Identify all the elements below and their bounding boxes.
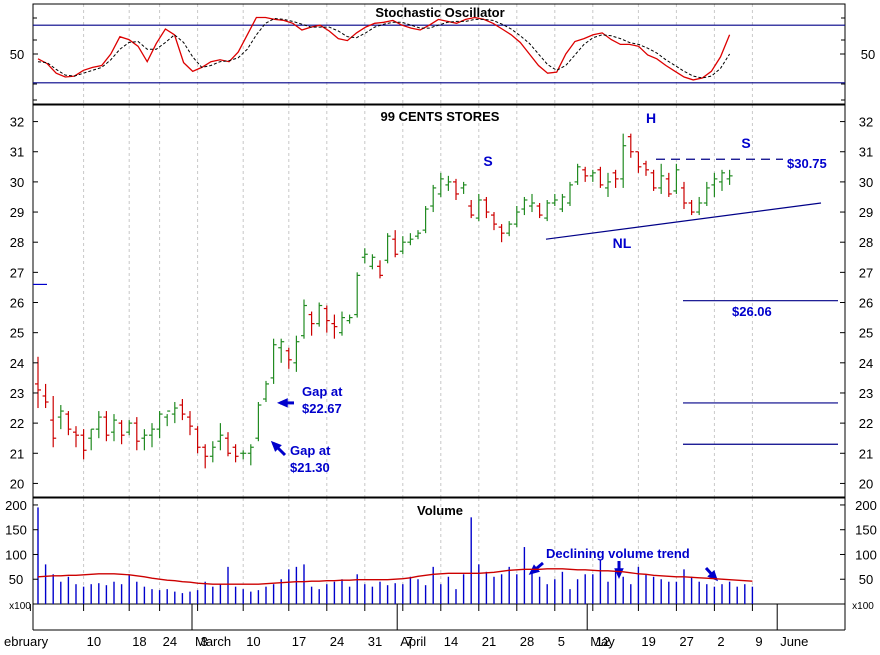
volume-unit-label-right: x100 (852, 601, 874, 612)
price-panel (33, 133, 838, 469)
x-tick-label: 12 (596, 634, 610, 649)
volume-unit-label: x100 (9, 601, 31, 612)
volume-trend-label: Declining volume trend (546, 546, 690, 561)
x-tick-label: 14 (444, 634, 458, 649)
x-tick-label: 21 (482, 634, 496, 649)
month-label: May (590, 634, 615, 649)
x-tick-label: 17 (292, 634, 306, 649)
gap1-label-line2: $21.30 (290, 460, 330, 475)
volume-tick-left: 50 (9, 572, 23, 587)
price-tick-left: 29 (10, 205, 24, 220)
price-tick-right: 30 (859, 175, 873, 190)
stochastic-tick-right: 50 (861, 47, 875, 62)
stochastic-panel (33, 16, 845, 84)
stochastic-title: Stochastic Oscillator (375, 5, 504, 20)
volume-frame (32, 497, 846, 605)
x-tick-label: ebruary (4, 634, 49, 649)
x-tick-label: 9 (755, 634, 762, 649)
axes: ebruary 10 18 24 3 10 17 24 31 7 14 21 28 5 12 19 27 2 9Ma… (4, 17, 877, 649)
volume-tick-right: 50 (859, 572, 873, 587)
month-label: March (195, 634, 231, 649)
neckline (545, 202, 822, 240)
gap1-label-line1: Gap at (290, 443, 331, 458)
price-tick-right: 20 (859, 476, 873, 491)
volume-tick-left: 100 (5, 547, 27, 562)
x-tick-label: 10 (87, 634, 101, 649)
x-tick-label: 3 (201, 634, 208, 649)
x-tick-label: 24 (330, 634, 344, 649)
price-tick-right: 32 (859, 115, 873, 130)
price-tick-right: 27 (859, 265, 873, 280)
volume-title: Volume (417, 503, 463, 518)
month-label: April (400, 634, 426, 649)
price-tick-right: 23 (859, 386, 873, 401)
x-tick-label: 27 (679, 634, 693, 649)
price-tick-left: 25 (10, 326, 24, 341)
price-chart-title: 99 CENTS STORES (381, 109, 500, 124)
x-tick-label: 19 (641, 634, 655, 649)
price-tick-left: 30 (10, 175, 24, 190)
volume-moving-average (37, 568, 753, 585)
x-tick-label: 5 (558, 634, 565, 649)
volume-tick-right: 200 (855, 498, 877, 513)
head-label: H (646, 110, 656, 126)
price-tick-right: 31 (859, 145, 873, 160)
volume-panel (37, 507, 754, 604)
price-tick-right: 29 (859, 205, 873, 220)
price-tick-right: 22 (859, 416, 873, 431)
price-tick-left: 31 (10, 145, 24, 160)
gap2-arrow-head (277, 398, 288, 408)
volume-tick-right: 150 (855, 523, 877, 538)
right-shoulder-label: S (741, 135, 750, 151)
price-tick-left: 21 (10, 446, 24, 461)
price-tick-right: 24 (859, 356, 873, 371)
price-tick-left: 32 (10, 115, 24, 130)
price-tick-left: 24 (10, 356, 24, 371)
x-tick-label: 7 (406, 634, 413, 649)
stochastic-k-line (37, 16, 731, 81)
volume-tick-right: 100 (855, 547, 877, 562)
x-tick-label: 2 (717, 634, 724, 649)
gap2-label-line1: Gap at (302, 384, 343, 399)
neckline-label: NL (613, 235, 632, 251)
price-tick-left: 26 (10, 296, 24, 311)
price-tick-right: 21 (859, 446, 873, 461)
price-tick-right: 28 (859, 235, 873, 250)
x-tick-label: 24 (163, 634, 177, 649)
resistance-price-label: $30.75 (787, 156, 827, 171)
x-tick-label: 18 (132, 634, 146, 649)
price-tick-right: 25 (859, 326, 873, 341)
volume-tick-left: 200 (5, 498, 27, 513)
price-tick-left: 28 (10, 235, 24, 250)
stochastic-d-line (37, 17, 731, 79)
volume-tick-left: 150 (5, 523, 27, 538)
price-tick-left: 27 (10, 265, 24, 280)
x-tick-label: 28 (520, 634, 534, 649)
stochastic-tick-left: 50 (10, 47, 24, 62)
price-frame (32, 104, 846, 498)
gap2-label-line2: $22.67 (302, 401, 342, 416)
month-label: June (780, 634, 808, 649)
price-tick-left: 22 (10, 416, 24, 431)
gap1-arrow-head (270, 440, 282, 452)
price-tick-right: 26 (859, 296, 873, 311)
price-tick-left: 20 (10, 476, 24, 491)
target-price-label: $26.06 (732, 304, 772, 319)
x-tick-label: 31 (368, 634, 382, 649)
left-shoulder-label: S (483, 153, 492, 169)
price-tick-left: 23 (10, 386, 24, 401)
x-tick-label: 10 (246, 634, 260, 649)
